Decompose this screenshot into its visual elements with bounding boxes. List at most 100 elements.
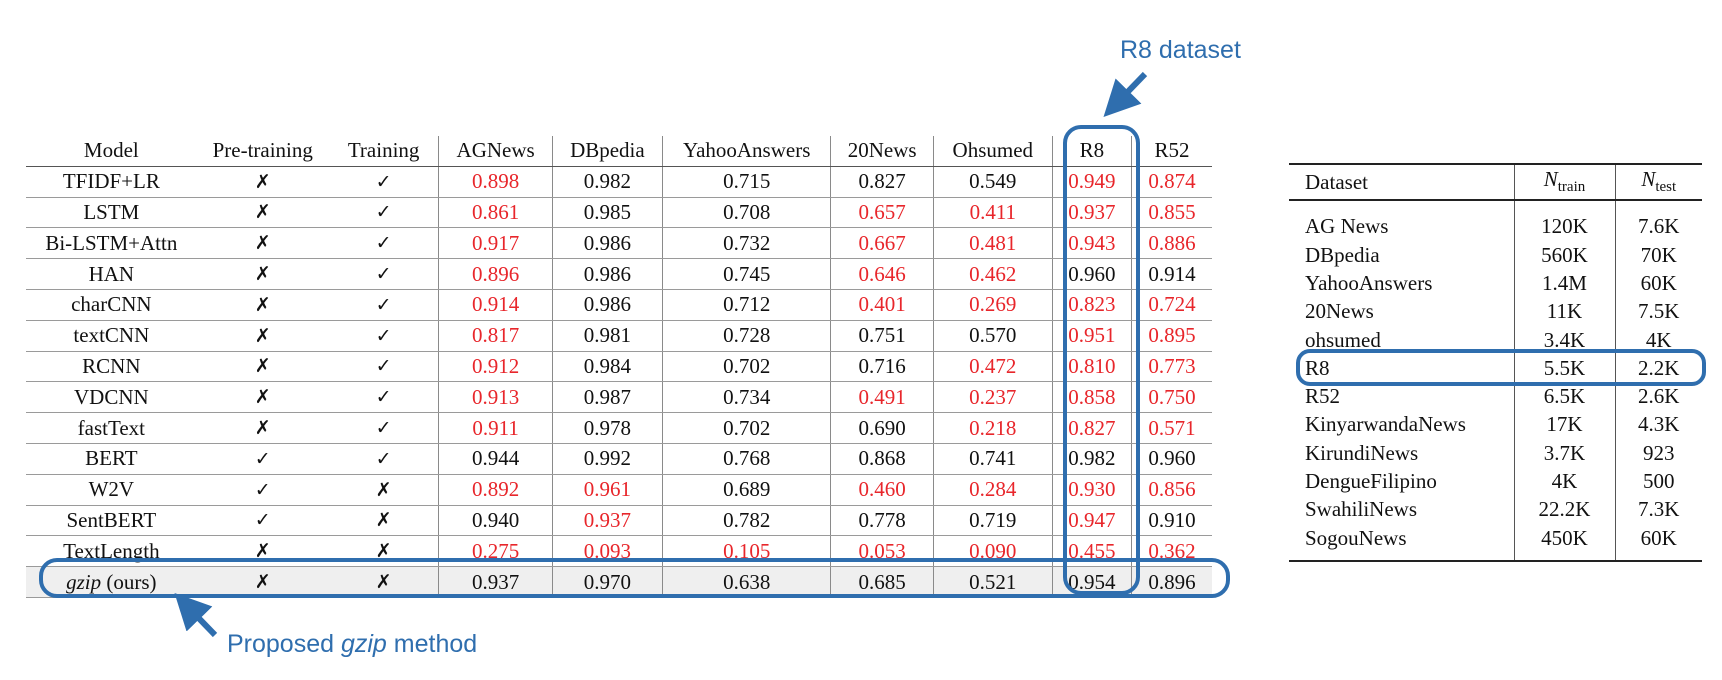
score-ohsumed: 0.090: [932, 535, 1053, 568]
score-dbpedia: 0.093: [551, 535, 663, 568]
score-r8: 0.982: [1051, 443, 1132, 475]
score-20news: 0.657: [830, 197, 934, 229]
dataset-name: SogouNews: [1305, 525, 1407, 550]
score-r8: 0.943: [1051, 227, 1132, 260]
stats-header-row: Dataset Ntrain Ntest: [1289, 165, 1702, 200]
model-name: SentBERT: [26, 505, 197, 537]
score-agnews: 0.892: [438, 474, 553, 506]
score-r8: 0.937: [1051, 197, 1132, 229]
header-model: Model: [26, 136, 197, 167]
gzip-score: 0.970: [551, 566, 663, 598]
score-ohsumed: 0.570: [932, 320, 1053, 352]
score-dbpedia: 0.984: [551, 351, 663, 383]
header-dbpedia: DBpedia: [551, 136, 663, 167]
header-agnews: AGNews: [438, 136, 553, 167]
score-yahooanswers: 0.782: [661, 505, 831, 537]
score-dbpedia: 0.937: [551, 505, 663, 537]
model-name: Bi-LSTM+Attn: [26, 227, 197, 260]
dataset-name: ohsumed: [1305, 327, 1381, 352]
training-mark: ✗: [328, 474, 439, 506]
training-mark: ✓: [328, 412, 439, 444]
score-agnews: 0.917: [438, 227, 553, 260]
score-20news: 0.401: [830, 289, 934, 321]
score-20news: 0.868: [830, 443, 934, 475]
test-size: 7.5K: [1614, 297, 1702, 326]
test-size: 7.6K: [1614, 200, 1702, 241]
score-dbpedia: 0.981: [551, 320, 663, 352]
score-dbpedia: 0.986: [551, 289, 663, 321]
training-mark: ✓: [328, 351, 439, 383]
dataset-row: DengueFilipino 4K 500: [1289, 467, 1702, 496]
score-20news: 0.460: [830, 474, 934, 506]
r8-dataset-label: R8 dataset: [1120, 36, 1241, 64]
test-size: 923: [1614, 439, 1702, 468]
test-size: 60K: [1614, 269, 1702, 298]
header-ohsumed: Ohsumed: [932, 136, 1053, 167]
train-size: 120K: [1513, 200, 1615, 241]
score-agnews: 0.911: [438, 412, 553, 444]
dataset-name: DengueFilipino: [1305, 469, 1437, 494]
model-name: VDCNN: [26, 381, 197, 414]
model-row: TextLength ✗ ✗ 0.275 0.093 0.105 0.053 0.090 0.4…: [26, 535, 1212, 568]
score-yahooanswers: 0.689: [661, 474, 831, 506]
dataset-row: 20News 11K 7.5K: [1289, 297, 1702, 326]
train-size: 17K: [1513, 410, 1615, 440]
header-pretraining: Pre-training: [196, 136, 329, 167]
training-mark: ✓: [328, 443, 439, 475]
dataset-name: KinyarwandaNews: [1305, 412, 1466, 437]
train-size: 4K: [1513, 467, 1615, 496]
score-agnews: 0.912: [438, 351, 553, 383]
test-size: 60K: [1614, 523, 1702, 562]
score-r52: 0.750: [1131, 381, 1212, 414]
score-r52: 0.914: [1131, 258, 1212, 290]
score-yahooanswers: 0.715: [661, 166, 831, 198]
score-r8: 0.858: [1051, 381, 1132, 414]
score-r8: 0.455: [1051, 535, 1132, 568]
model-row: W2V ✓ ✗ 0.892 0.961 0.689 0.460 0.284 0.930 0.856: [26, 474, 1212, 506]
model-name: RCNN: [26, 351, 197, 383]
header-20news: 20News: [830, 136, 934, 167]
dataset-name: KirundiNews: [1305, 440, 1419, 465]
model-row: BERT ✓ ✓ 0.944 0.992 0.768 0.868 0.741 0.982 0.96…: [26, 443, 1212, 475]
test-size: 70K: [1614, 241, 1702, 270]
score-agnews: 0.944: [438, 443, 553, 475]
score-agnews: 0.861: [438, 197, 553, 229]
header-ntest: Ntest: [1614, 165, 1702, 200]
train-size: 22.2K: [1513, 495, 1615, 524]
dataset-name: R8: [1305, 355, 1330, 380]
results-table: Model Pre-training Training AGNews DBped…: [26, 136, 1212, 598]
score-20news: 0.491: [830, 381, 934, 414]
score-r52: 0.874: [1131, 166, 1212, 198]
train-size: 560K: [1513, 241, 1615, 270]
score-dbpedia: 0.961: [551, 474, 663, 506]
pretraining-mark: ✓: [196, 474, 329, 506]
dataset-row: SogouNews 450K 60K: [1289, 523, 1702, 562]
model-name: textCNN: [26, 320, 197, 352]
score-r52: 0.856: [1131, 474, 1212, 506]
pretraining-mark: ✓: [196, 443, 329, 475]
dataset-row: R52 6.5K 2.6K: [1289, 382, 1702, 411]
score-r8: 0.960: [1051, 258, 1132, 290]
header-dataset: Dataset: [1305, 169, 1368, 194]
score-dbpedia: 0.982: [551, 166, 663, 198]
gzip-score: 0.896: [1131, 566, 1212, 598]
model-name: HAN: [26, 258, 197, 290]
score-20news: 0.646: [830, 258, 934, 290]
score-agnews: 0.914: [438, 289, 553, 321]
training-mark: ✓: [328, 381, 439, 414]
score-agnews: 0.940: [438, 505, 553, 537]
score-r52: 0.895: [1131, 320, 1212, 352]
score-ohsumed: 0.472: [932, 351, 1053, 383]
score-r8: 0.949: [1051, 166, 1132, 198]
score-ohsumed: 0.218: [932, 412, 1053, 444]
score-20news: 0.716: [830, 351, 934, 383]
score-ohsumed: 0.284: [932, 474, 1053, 506]
dataset-name: DBpedia: [1305, 242, 1380, 267]
score-r52: 0.362: [1131, 535, 1212, 568]
score-20news: 0.827: [830, 166, 934, 198]
train-size: 450K: [1513, 523, 1615, 562]
score-yahooanswers: 0.732: [661, 227, 831, 260]
score-r8: 0.947: [1051, 505, 1132, 537]
train-size: 3.4K: [1513, 325, 1615, 355]
training-mark: ✓: [328, 227, 439, 260]
